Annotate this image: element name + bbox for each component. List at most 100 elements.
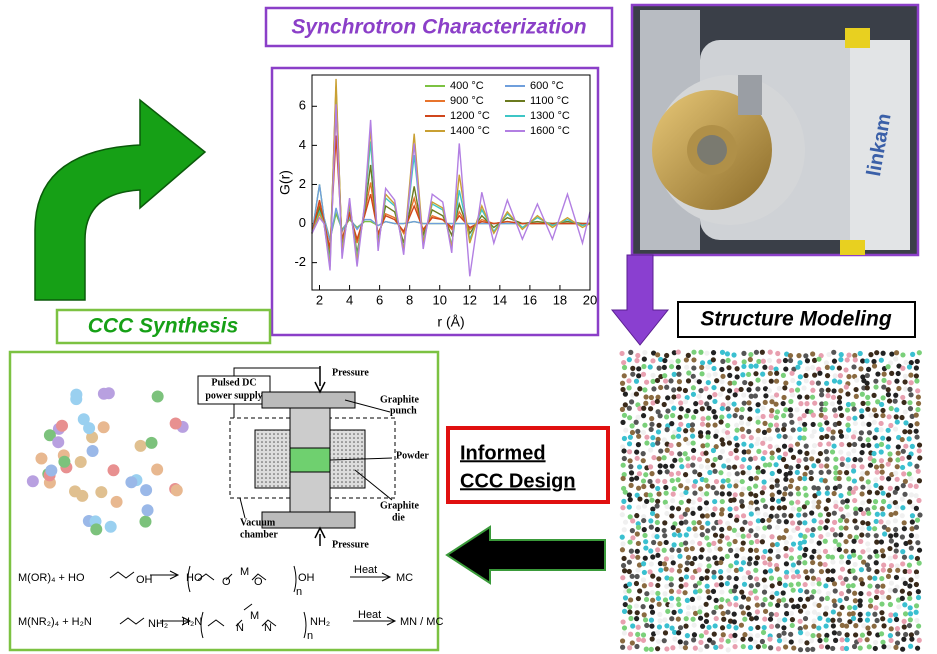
atom: [711, 350, 716, 355]
atom: [909, 637, 914, 642]
atom: [893, 518, 898, 523]
atom: [754, 576, 759, 581]
atom: [819, 435, 824, 440]
atom: [868, 413, 873, 418]
atom: [782, 637, 787, 642]
atom: [663, 630, 668, 635]
atom: [656, 429, 661, 434]
atom: [879, 476, 884, 481]
atom: [784, 540, 789, 545]
atom: [656, 576, 661, 581]
atom: [901, 400, 906, 405]
atom: [699, 576, 704, 581]
atom: [755, 377, 760, 382]
atom: [790, 520, 795, 525]
atom: [685, 478, 690, 483]
atom: [664, 414, 669, 419]
atom: [641, 458, 646, 463]
atom: [683, 399, 688, 404]
atom: [684, 567, 689, 572]
atom: [789, 639, 794, 644]
atom: [762, 379, 767, 384]
atom: [889, 351, 894, 356]
atom: [622, 373, 627, 378]
atom: [825, 365, 830, 370]
atom: [676, 434, 681, 439]
equation-text: N: [236, 622, 244, 634]
equation-text: Heat: [358, 609, 381, 621]
atom: [672, 486, 677, 491]
atom: [627, 504, 632, 509]
atom: [852, 644, 857, 649]
atom: [635, 531, 640, 536]
atom: [689, 561, 694, 566]
atom: [704, 351, 709, 356]
atom: [727, 575, 732, 580]
atom: [641, 561, 646, 566]
atom: [784, 574, 789, 579]
atom: [763, 609, 768, 614]
atom: [706, 542, 711, 547]
atom: [672, 532, 677, 537]
atom: [651, 386, 656, 391]
atom: [705, 434, 710, 439]
atom: [826, 441, 831, 446]
atom: [887, 414, 892, 419]
atom: [748, 357, 753, 362]
atom: [690, 427, 695, 432]
atom: [630, 528, 635, 533]
atom: [837, 379, 842, 384]
atom: [816, 603, 821, 608]
atom: [762, 560, 767, 565]
atom: [915, 540, 920, 545]
design-title: CCC Design: [460, 470, 576, 492]
atom: [789, 611, 794, 616]
atom: [623, 520, 628, 525]
atom: [881, 623, 886, 628]
atom: [756, 449, 761, 454]
atom: [860, 392, 865, 397]
atom: [916, 401, 921, 406]
atom: [727, 601, 732, 606]
atom: [803, 353, 808, 358]
atom: [809, 510, 814, 515]
particle: [142, 504, 154, 516]
atom: [676, 548, 681, 553]
atom: [635, 456, 640, 461]
atom: [669, 576, 674, 581]
y-tick-label: -2: [294, 254, 306, 269]
atom: [804, 451, 809, 456]
atom: [845, 464, 850, 469]
atom: [762, 525, 767, 530]
atom: [819, 596, 824, 601]
atom: [740, 407, 745, 412]
atom: [665, 609, 670, 614]
atom: [867, 499, 872, 504]
atom: [915, 359, 920, 364]
atom: [797, 476, 802, 481]
atom: [811, 589, 816, 594]
atom: [686, 370, 691, 375]
atom: [816, 589, 821, 594]
atom: [816, 381, 821, 386]
atom: [775, 542, 780, 547]
atom: [662, 561, 667, 566]
atom: [644, 380, 649, 385]
atom: [742, 632, 747, 637]
atom: [635, 353, 640, 358]
atom: [888, 588, 893, 593]
atom: [880, 413, 885, 418]
atom: [719, 367, 724, 372]
atom: [769, 484, 774, 489]
atom: [753, 639, 758, 644]
atom: [886, 428, 891, 433]
atom: [837, 470, 842, 475]
atom: [917, 512, 922, 517]
atom: [763, 584, 768, 589]
atom: [726, 365, 731, 370]
atom: [620, 645, 625, 650]
atom: [734, 448, 739, 453]
atom: [714, 598, 719, 603]
atom: [781, 413, 786, 418]
equation-text: M(NR₂)₄ + H₂N: [18, 616, 92, 628]
